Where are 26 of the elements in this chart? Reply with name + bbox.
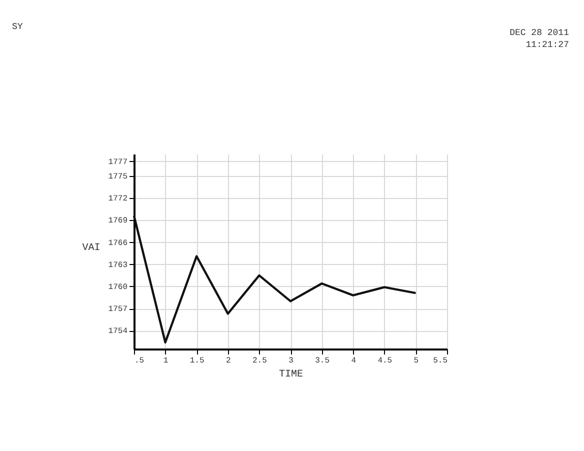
text: DEC 28 2011 xyxy=(510,28,569,38)
text: 11:21:27 xyxy=(526,40,569,50)
line-series xyxy=(132,214,417,344)
x-tick-label: 3 xyxy=(288,356,294,366)
y-tick-label: 1775 xyxy=(108,172,128,182)
y-tick-label: 1760 xyxy=(108,282,128,292)
x-tick-label: 2 xyxy=(226,356,231,366)
y-tick-label: 1772 xyxy=(108,194,128,204)
y-tick-label: 1769 xyxy=(108,216,128,226)
x-tick-label: 4.5 xyxy=(378,356,392,366)
y-tick-label: 1763 xyxy=(108,260,128,270)
x-tick-label: 5 xyxy=(414,356,419,366)
x-tick-label: 5.5 xyxy=(433,356,448,366)
x-tick-label: 4 xyxy=(351,356,356,366)
x-tick-label: 1.5 xyxy=(190,356,204,366)
y-tick-label: 1757 xyxy=(108,305,128,314)
text: SY xyxy=(12,22,24,32)
x-tick-label: 3.5 xyxy=(315,356,330,366)
x-axis-title: TIME xyxy=(278,370,304,380)
y-axis-title: VAI xyxy=(82,243,100,254)
y-tick-label: 1766 xyxy=(108,238,128,248)
x-tick-label: 2.5 xyxy=(252,356,268,366)
x-tick-label: .5 xyxy=(134,356,144,366)
y-tick-label: 1754 xyxy=(108,327,128,336)
x-tick-label: 1 xyxy=(163,356,168,366)
y-tick-label: 1777 xyxy=(108,158,128,167)
